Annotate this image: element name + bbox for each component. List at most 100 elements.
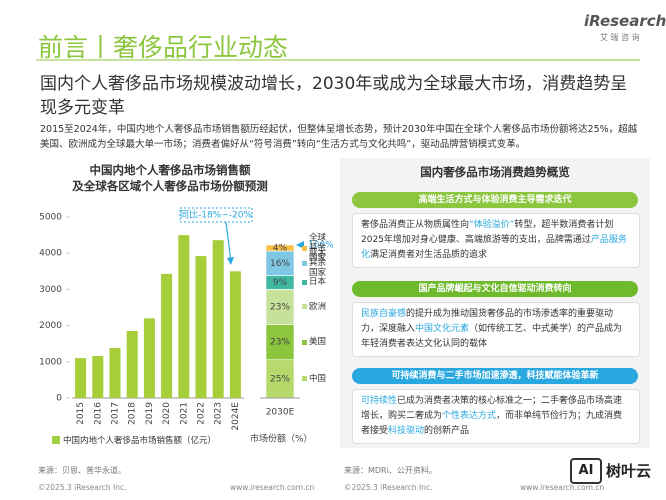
total-label: 100% xyxy=(308,241,334,251)
bar xyxy=(161,273,173,398)
bar xyxy=(109,348,121,398)
section-header: 高端生活方式与体验消费主导需求迭代 xyxy=(352,192,638,208)
x-tick-label: 2030E xyxy=(266,408,295,418)
bar xyxy=(212,240,224,398)
value-label: 9% xyxy=(273,278,288,288)
x-tick-label: 2018 xyxy=(128,402,138,425)
body-text: 的创新产品 xyxy=(424,426,470,436)
section-header: 国产品牌崛起与文化自信驱动消费转向 xyxy=(352,281,638,297)
legend-label: 日本 xyxy=(309,277,327,288)
headline: 国内个人奢侈品市场规模波动增长，2030年或成为全球最大市场，消费趋势呈现多元变… xyxy=(40,74,628,118)
x-tick-label: 2017 xyxy=(111,402,121,425)
highlight-text: 产品服务化 xyxy=(361,235,627,260)
highlight-text: 可持续性 xyxy=(361,396,398,406)
legend-swatch xyxy=(302,279,307,285)
watermark: 树叶云 xyxy=(606,462,652,480)
y-tick-label: 0 xyxy=(56,394,62,404)
legend-item: 美国 xyxy=(302,337,332,347)
legend-label: 亚太其余国家 xyxy=(309,248,327,279)
annotation-arrowhead xyxy=(227,257,234,265)
bar xyxy=(195,256,207,398)
highlight-text: 中国文化元素 xyxy=(415,324,470,334)
legend-swatch xyxy=(302,339,307,345)
legend-label: 欧洲 xyxy=(309,301,327,312)
logo: iResearch xyxy=(584,12,666,30)
y-tick-label: 4000 xyxy=(39,249,62,259)
legend-item: 亚太其余国家 xyxy=(302,248,332,278)
legend-item: 欧洲 xyxy=(302,302,332,312)
x-tick-label: 2019 xyxy=(145,402,155,425)
body-text: ，而非单纯节俭行为；九成消费者接受 xyxy=(361,411,623,436)
body-text: 奢侈品消费正从物质属性向 xyxy=(361,220,470,230)
x-tick-label: 2020 xyxy=(162,402,172,425)
bar xyxy=(178,235,190,398)
watermark-badge: AI xyxy=(570,458,602,484)
x-tick-label: 2024E xyxy=(231,402,241,431)
x-tick-label: 2015 xyxy=(76,402,86,425)
section-body: 奢侈品消费正从物质属性向“体验溢价”转型，超半数消费者计划2025年增加对身心健… xyxy=(352,213,640,268)
logo-sub: 艾 瑞 咨 询 xyxy=(600,33,640,42)
x-tick-label: 2023 xyxy=(214,402,224,425)
chart-title: 中国内地个人奢侈品市场销售额 及全球各区域个人奢侈品市场份额预测 xyxy=(20,162,320,194)
bar xyxy=(229,271,241,398)
section-header: 可持续消费与二手市场加速渗透，科技赋能体验革新 xyxy=(352,368,638,384)
chart-title-line: 及全球各区域个人奢侈品市场份额预测 xyxy=(72,179,268,193)
bar-segment xyxy=(265,289,295,325)
legend-item: 中国 xyxy=(302,374,332,384)
highlight-text: 科技驱动 xyxy=(388,426,425,436)
slide-title: 前言丨奢侈品行业动态 xyxy=(38,33,289,62)
bar xyxy=(143,318,155,398)
y-tick-label: 1000 xyxy=(39,357,62,367)
value-label: 23% xyxy=(270,302,290,312)
x-tick-label: 2021 xyxy=(179,402,189,425)
value-label: 25% xyxy=(270,374,290,384)
body-text: 的提升成为推动国货奢侈品的市场渗透率的重要驱动力，深度融入 xyxy=(361,309,614,334)
bar-segment xyxy=(265,359,295,399)
body-text: 满足消费者对生活品质的追求 xyxy=(370,250,488,260)
panel-title: 国内奢侈品市场消费趋势概览 xyxy=(420,165,570,179)
section-body: 可持续性已成为消费者决策的核心标准之一；二手奢侈品市场高速增长，购买二奢成为个性… xyxy=(352,389,640,444)
legend-label: 中国 xyxy=(309,373,327,384)
legend-label: 全球其余国家 xyxy=(309,233,327,264)
annotation-box xyxy=(179,207,253,223)
body-text: （如传统工艺、中式美学）的产品成为年轻消费者表达文化认同的载体 xyxy=(361,324,623,349)
url: www.iresearch.com.cn xyxy=(520,483,605,492)
bar xyxy=(92,356,104,398)
x-tick-label: 2022 xyxy=(197,402,207,425)
y-tick-label: 5000 xyxy=(39,213,62,223)
legend-item: 日本 xyxy=(302,277,332,287)
legend-swatch xyxy=(302,245,307,251)
legend-label: 中国内地个人奢侈品市场销售额（亿元） xyxy=(63,436,217,446)
legend-swatch xyxy=(302,260,307,266)
value-label: 16% xyxy=(270,259,290,269)
body-text: 转型，超半数消费者计划2025年增加对身心健康、高端旅游等的支出，品牌需通过 xyxy=(361,220,614,245)
highlight-text: “体验溢价” xyxy=(469,220,515,230)
body-text: 已成为消费者决策的核心标准之一；二手奢侈品市场高速增长，购买二奢成为 xyxy=(361,396,623,421)
section-body: 民族自豪感的提升成为推动国货奢侈品的市场渗透率的重要驱动力，深度融入中国文化元素… xyxy=(352,302,640,357)
value-label: 4% xyxy=(273,244,288,254)
x-axis-label: 市场份额（%） xyxy=(250,433,313,445)
legend-swatch xyxy=(302,304,307,310)
bar-segment xyxy=(265,244,295,252)
bar xyxy=(75,358,87,398)
source: 来源：MDRi、公开资料。 xyxy=(344,466,437,475)
legend-swatch xyxy=(302,376,307,382)
url: www.iresearch.com.cn xyxy=(230,483,315,492)
y-tick-label: 3000 xyxy=(39,285,62,295)
copyright: ©2025.3 iResearch Inc. xyxy=(344,483,433,492)
bar xyxy=(126,331,138,398)
bar-segment xyxy=(265,324,295,361)
source: 来源：贝恩、普华永道。 xyxy=(38,466,126,475)
legend-item: 中国内地个人奢侈品市场销售额（亿元） xyxy=(52,434,216,446)
x-tick-label: 2016 xyxy=(93,402,103,425)
legend-item: 全球其余国家 xyxy=(302,233,332,263)
bar-segment xyxy=(265,250,295,276)
legend-label: 美国 xyxy=(309,337,327,348)
copyright: ©2025.3 iResearch Inc. xyxy=(38,483,127,492)
y-tick-label: 2000 xyxy=(39,321,62,331)
chart-title-line: 中国内地个人奢侈品市场销售额 xyxy=(89,163,251,177)
summary: 2015至2024年，中国内地个人奢侈品市场销售额历经起伏，但整体呈增长态势，预… xyxy=(40,124,638,150)
annotation-arrow xyxy=(225,221,232,263)
